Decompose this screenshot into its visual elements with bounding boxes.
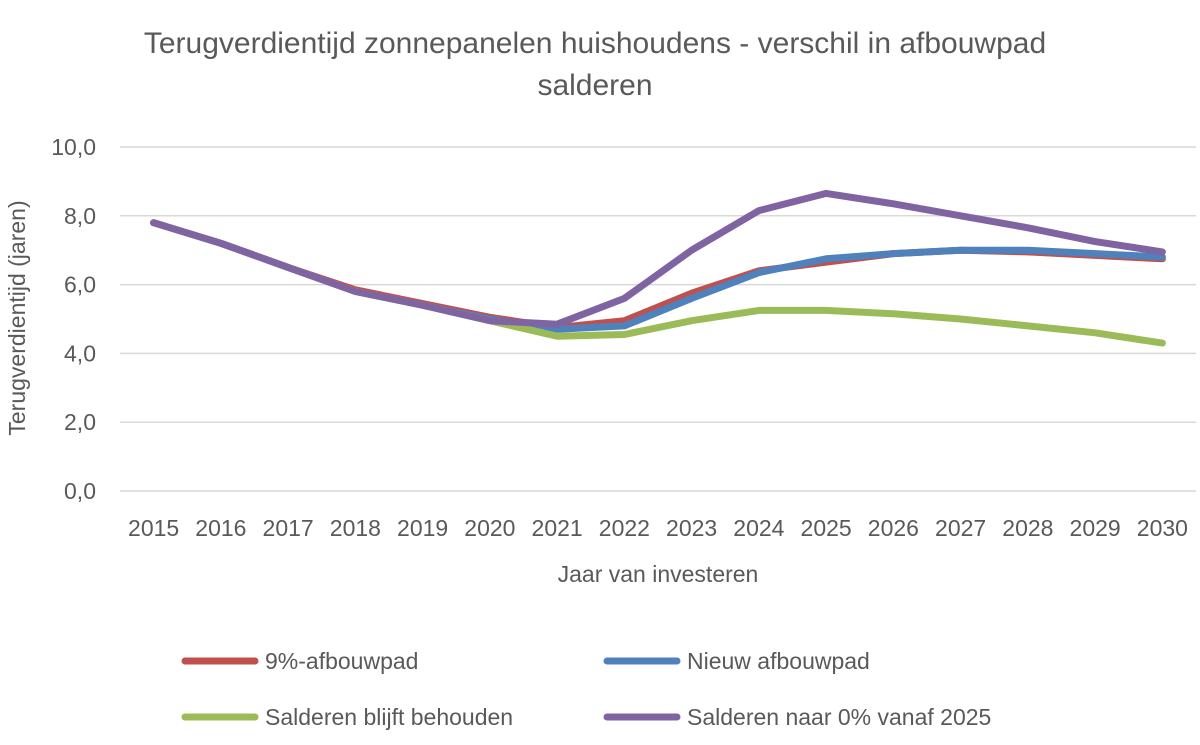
series-line-3 [150, 219, 1166, 347]
x-tick-label: 2028 [1002, 515, 1053, 541]
x-tick-label: 2019 [397, 515, 448, 541]
y-axis-label: Terugverdientijd (jaren) [4, 200, 30, 435]
y-tick-label: 8,0 [64, 203, 96, 229]
x-tick-label: 2017 [263, 515, 314, 541]
y-axis-ticks: 0,0 2,0 4,0 6,0 8,0 10,0 [51, 134, 96, 504]
chart-title-line1: Terugverdientijd zonnepanelen huishouden… [144, 27, 1046, 60]
x-tick-label: 2029 [1070, 515, 1121, 541]
legend-label: 9%-afbouwpad [265, 648, 418, 674]
series-lines [150, 189, 1166, 347]
x-tick-label: 2020 [464, 515, 515, 541]
x-tick-label: 2021 [532, 515, 583, 541]
x-tick-label: 2030 [1137, 515, 1188, 541]
y-tick-label: 4,0 [64, 340, 96, 366]
y-tick-label: 2,0 [64, 409, 96, 435]
y-tick-label: 10,0 [51, 134, 96, 160]
y-tick-label: 6,0 [64, 272, 96, 298]
x-tick-label: 2027 [935, 515, 986, 541]
legend: 9%-afbouwpad Nieuw afbouwpad Salderen blij… [181, 648, 991, 730]
x-tick-label: 2025 [801, 515, 852, 541]
gridlines [120, 146, 1196, 492]
x-tick-label: 2022 [599, 515, 650, 541]
chart-title-line2: salderen [537, 69, 652, 102]
legend-label: Salderen blijft behouden [265, 704, 513, 730]
x-tick-label: 2015 [128, 515, 179, 541]
x-tick-label: 2016 [195, 515, 246, 541]
x-axis-ticks: 2015 2016 2017 2018 2019 2020 2021 2022 2023 2024… [128, 515, 1188, 541]
legend-label: Nieuw afbouwpad [687, 648, 870, 674]
y-tick-label: 0,0 [64, 478, 96, 504]
x-axis-label: Jaar van investeren [558, 561, 759, 587]
x-tick-label: 2023 [666, 515, 717, 541]
legend-label: Salderen naar 0% vanaf 2025 [687, 704, 991, 730]
x-tick-label: 2018 [330, 515, 381, 541]
x-tick-label: 2024 [733, 515, 784, 541]
series-line-4 [150, 189, 1166, 328]
x-tick-label: 2026 [868, 515, 919, 541]
